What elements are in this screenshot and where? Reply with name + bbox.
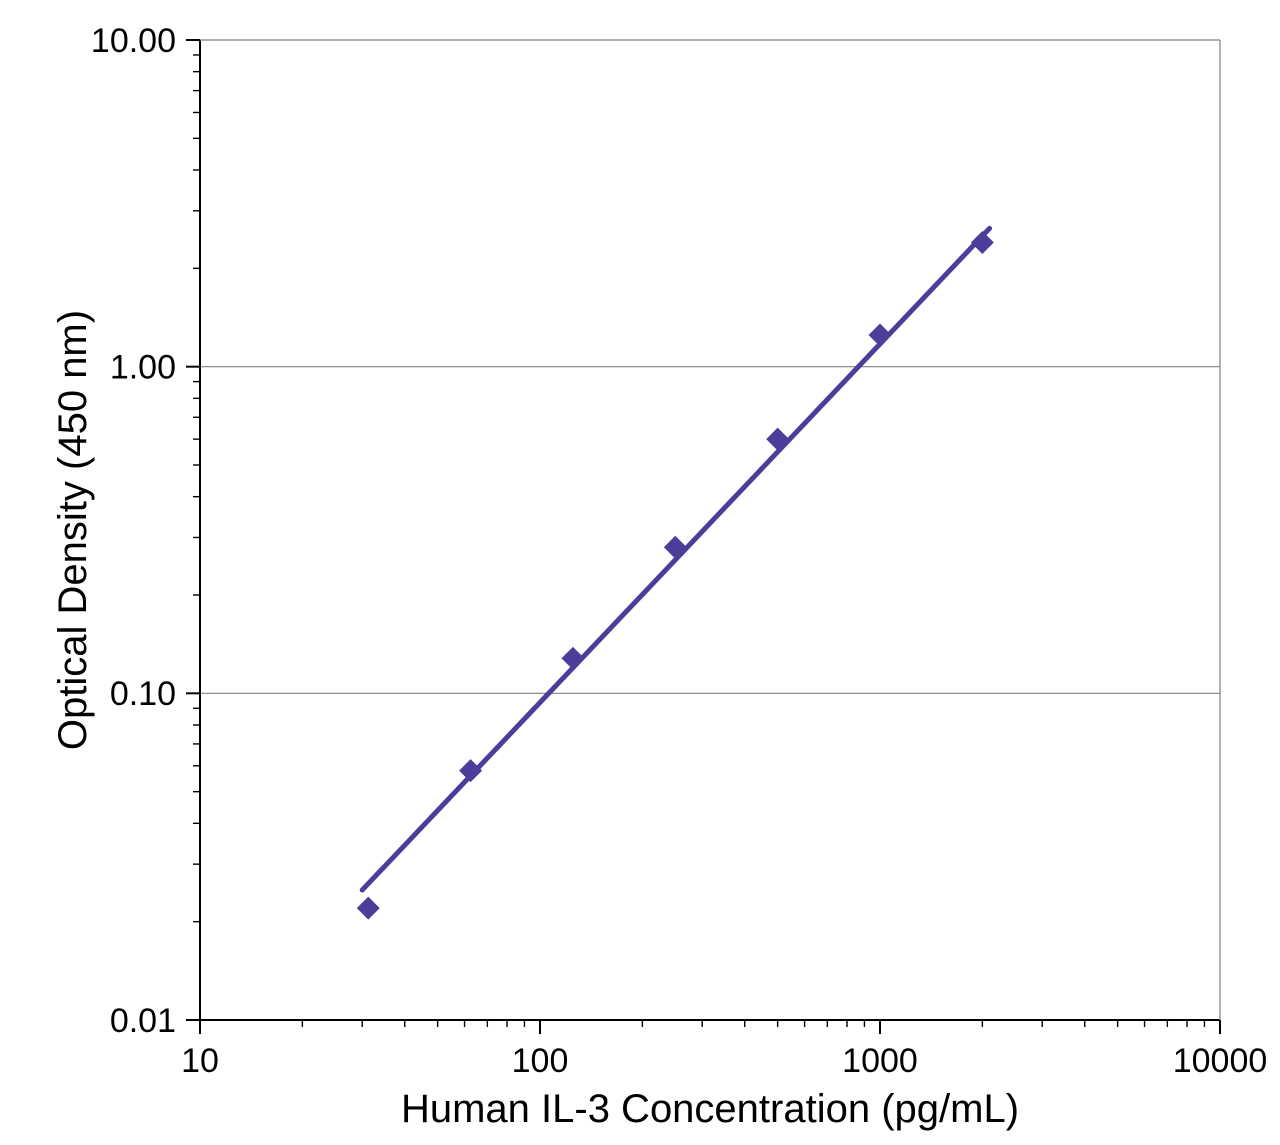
y-axis-label: Optical Density (450 nm) (51, 310, 95, 750)
x-tick-label: 10000 (1173, 1042, 1268, 1080)
x-tick-label: 1000 (842, 1042, 918, 1080)
x-axis-label: Human IL-3 Concentration (pg/mL) (401, 1087, 1019, 1131)
y-tick-label: 10.00 (91, 22, 176, 60)
y-tick-label: 1.00 (110, 349, 176, 387)
y-tick-label: 0.10 (110, 675, 176, 713)
y-tick-label: 0.01 (110, 1002, 176, 1040)
chart-svg: 10 100 1000 10000 0.01 0.10 1.00 10.00 Human IL-… (0, 0, 1280, 1145)
x-tick-label: 10 (181, 1042, 219, 1080)
x-tick-label: 100 (512, 1042, 569, 1080)
standard-curve-chart: 10 100 1000 10000 0.01 0.10 1.00 10.00 Human IL-… (0, 0, 1280, 1145)
